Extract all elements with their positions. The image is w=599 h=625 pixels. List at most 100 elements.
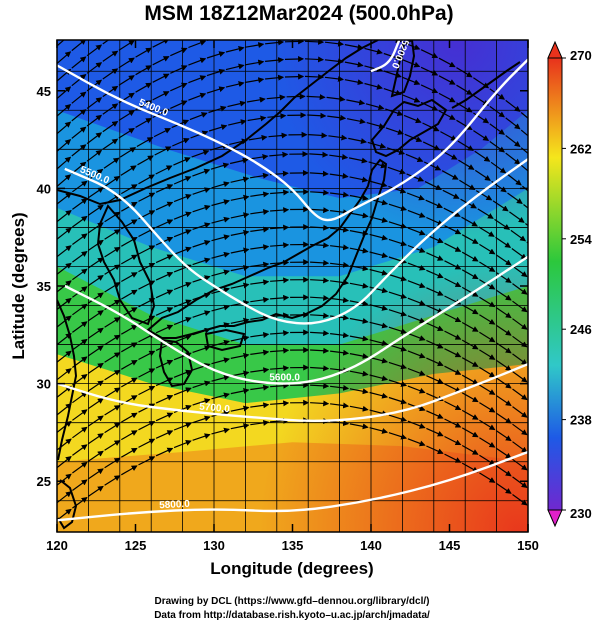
streamline-arrow: [103, 16, 118, 26]
streamline-arrow: [155, 342, 174, 351]
streamline-arrow: [173, 157, 191, 166]
coast-korea: [96, 204, 156, 326]
x-tick-label: 150: [517, 538, 539, 553]
streamline-arrow: [475, 190, 493, 201]
streamline-arrow: [489, 105, 506, 118]
streamline-arrow: [57, 227, 72, 240]
streamline-arrow: [230, 335, 250, 342]
streamline-arrow: [121, 184, 138, 195]
streamline-arrow: [494, 218, 511, 230]
streamline-arrow: [366, 122, 386, 129]
streamline-arrow: [407, 209, 426, 218]
streamline-arrow: [246, 96, 266, 103]
streamline-arrow: [310, 400, 330, 407]
streamline-arrow: [138, 456, 156, 466]
streamline-arrow: [102, 121, 119, 133]
streamline-arrow: [310, 277, 330, 284]
streamline-arrow: [426, 410, 444, 419]
streamline-arrow: [250, 296, 270, 303]
streamline-arrow: [426, 287, 444, 296]
streamline-arrow: [402, 94, 421, 103]
streamline-arrow: [473, 77, 490, 89]
streamline-arrow: [138, 385, 156, 396]
streamline-arrow: [72, 374, 88, 386]
streamline-arrow: [407, 244, 426, 253]
streamline-arrow: [57, 103, 72, 117]
streamline-arrow: [188, 92, 207, 101]
streamline-arrow: [121, 359, 138, 370]
streamline-arrow: [527, 471, 528, 472]
streamline-arrow: [512, 406, 528, 418]
streamline-arrow: [330, 402, 350, 409]
streamline-arrow: [173, 334, 192, 343]
streamline-arrow: [118, 40, 135, 51]
streamline-arrow: [155, 324, 174, 334]
streamline-arrow: [192, 415, 211, 424]
streamline-arrow: [406, 173, 425, 182]
streamline-arrow: [479, 314, 496, 325]
streamline-arrow: [461, 234, 479, 244]
streamline-arrow: [365, 103, 385, 111]
streamline-arrow: [349, 212, 369, 219]
streamline-arrow: [444, 312, 462, 323]
streamline-arrow: [526, 241, 528, 244]
streamline-arrow: [369, 180, 388, 188]
streamline-arrow: [173, 422, 192, 431]
streamline-arrow: [138, 315, 156, 325]
streamline-arrow: [121, 324, 138, 335]
streamline-arrow: [407, 297, 426, 306]
streamline-arrow: [57, 51, 72, 64]
streamline-arrow: [211, 357, 230, 365]
streamline-arrow: [456, 67, 473, 78]
streamline-arrow: [250, 191, 270, 198]
streamline-arrow: [459, 179, 476, 191]
streamline-arrow: [57, 174, 72, 187]
streamline-arrow: [270, 224, 290, 231]
streamline-arrow: [369, 339, 389, 346]
streamline-arrow: [383, 88, 402, 96]
streamline-arrow: [173, 352, 192, 361]
streamline-arrow: [527, 506, 528, 507]
streamline-arrow: [309, 170, 329, 177]
streamline-arrow: [104, 352, 121, 363]
streamline-arrow: [403, 114, 422, 124]
streamline-arrow: [512, 353, 528, 365]
streamline-arrow: [367, 141, 387, 149]
streamline-arrow: [495, 236, 512, 248]
streamline-arrow: [307, 112, 327, 119]
streamline-arrow: [348, 157, 368, 164]
streamline-arrow: [206, 86, 226, 94]
streamline-arrow: [265, 74, 285, 81]
streamline-arrow: [461, 392, 479, 403]
streamline-arrow: [461, 251, 479, 262]
streamline-arrow: [250, 419, 270, 426]
x-axis-label: Longitude (degrees): [210, 559, 373, 578]
streamline-arrow: [369, 374, 389, 382]
streamline-arrow: [138, 421, 156, 431]
streamline-arrow: [225, 81, 245, 88]
streamline-arrow: [369, 268, 389, 276]
streamline-arrow: [121, 465, 138, 476]
streamline-arrow: [512, 300, 528, 313]
streamline-arrow: [188, 40, 207, 49]
streamline-arrow: [72, 391, 88, 404]
streamline-arrow: [104, 317, 121, 328]
streamline-arrow: [388, 291, 408, 299]
streamline-arrow: [266, 94, 286, 101]
streamline-arrow: [388, 396, 408, 405]
streamline-arrow: [479, 419, 496, 431]
streamline-arrow: [310, 295, 330, 301]
streamline-arrow: [121, 201, 138, 212]
streamline-arrow: [344, 44, 364, 51]
streamline-arrow: [72, 22, 86, 33]
streamline-arrow: [121, 412, 138, 423]
streamline-arrow: [104, 457, 121, 469]
streamline-arrow: [57, 332, 72, 346]
y-tick-label: 30: [37, 377, 51, 392]
streamline-arrow: [230, 405, 250, 412]
credit-drawing: Drawing by DCL (https://www.gfd–dennou.o…: [154, 596, 429, 607]
streamline-arrow: [324, 75, 344, 82]
streamline-arrow: [102, 50, 119, 62]
streamline-arrow: [152, 91, 170, 101]
